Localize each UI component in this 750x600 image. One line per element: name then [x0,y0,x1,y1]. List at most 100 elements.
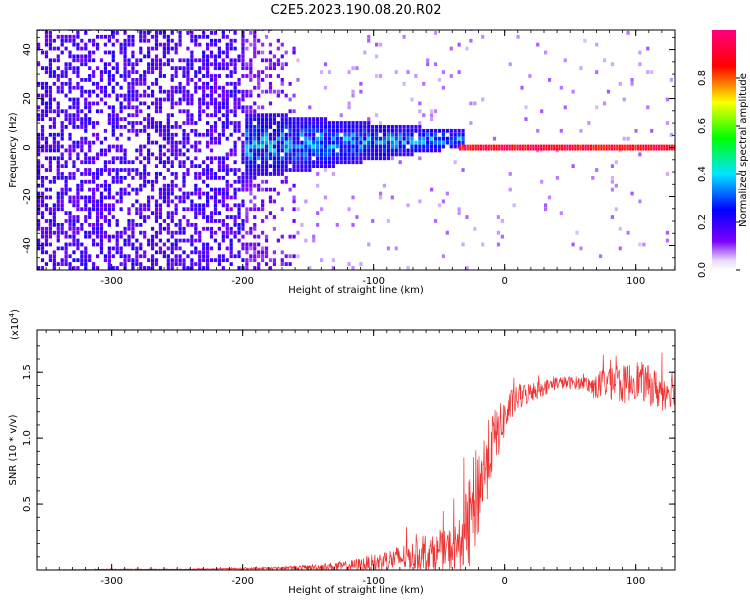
heatmap-cell [367,128,371,133]
heatmap-cell [162,46,166,51]
heatmap-cell [610,215,615,219]
heatmap-cell [272,121,277,125]
heatmap-cell [233,148,237,153]
heatmap-cell [245,152,249,157]
heatmap-cell [245,211,249,216]
heatmap-cell [103,152,108,157]
heatmap-cell [665,97,670,102]
heatmap-cell [84,230,88,235]
heatmap-cell [410,152,414,157]
heatmap-cell [60,70,64,74]
heatmap-cell [198,66,202,71]
heatmap-cell [331,144,335,149]
heatmap-cell [465,266,469,270]
heatmap-cell [245,175,249,180]
heatmap-cell [319,144,324,149]
heatmap-cell [88,230,92,235]
heatmap-cell [253,152,257,157]
heatmap-cell [229,148,233,153]
heatmap-cell [284,62,288,67]
heatmap-cell [72,54,76,59]
heatmap-cell [37,46,41,51]
heatmap-cell [40,195,45,200]
heatmap-cell [162,62,166,67]
heatmap-cell [209,195,214,200]
heatmap-cell [335,140,339,145]
heatmap-cell [418,148,422,153]
heatmap-cell [374,42,379,47]
heatmap-cell [441,136,446,141]
heatmap-cell [147,160,151,165]
heatmap-cell [174,242,178,247]
heatmap-cell [88,144,92,149]
heatmap-cell [253,85,257,90]
heatmap-cell [194,156,198,161]
heatmap-cell [186,109,190,114]
heatmap-cell [457,140,461,145]
heatmap-cell [257,168,261,172]
heatmap-cell [150,34,155,39]
heatmap-cell [276,148,280,153]
heatmap-cell [84,199,88,204]
heatmap-cell [233,152,237,157]
heatmap-cell [202,172,206,176]
heatmap-cell [225,50,229,55]
heatmap-cell [449,144,453,149]
heatmap-cell [174,203,178,208]
heatmap-cell [430,128,434,133]
heatmap-cell [233,215,237,219]
heatmap-cell [339,140,343,145]
heatmap-cell [115,250,119,255]
heatmap-cell [103,160,108,165]
heatmap-cell [213,54,218,59]
heatmap-cell [186,74,190,78]
heatmap-cell [284,152,288,157]
heatmap-cell [162,89,166,94]
heatmap-cell [221,105,225,110]
heatmap-cell [540,109,544,114]
heatmap-cell [378,128,383,133]
heatmap-cell [135,191,139,196]
heatmap-cell [92,140,96,145]
heatmap-cell [213,187,218,192]
heatmap-cell [402,136,406,141]
heatmap-cell [209,219,214,223]
heatmap-cell [237,266,241,270]
heatmap-cell [390,140,394,145]
heatmap-cell [182,109,186,114]
heatmap-cell [107,144,111,149]
heatmap-cell [37,199,41,204]
heatmap-cell [433,132,438,137]
heatmap-cell [351,140,355,145]
heatmap-cell [147,30,151,35]
heatmap-cell [268,195,273,200]
heatmap-cell [92,187,96,192]
heatmap-cell [386,219,390,223]
heatmap-cell [272,144,277,149]
heatmap-cell [60,172,64,176]
heatmap-cell [37,152,41,157]
heatmap-cell [319,258,324,263]
heatmap-cell [174,152,178,157]
heatmap-cell [123,74,127,78]
heatmap-cell [139,172,143,176]
heatmap-cell [481,242,485,247]
heatmap-cell [374,74,379,78]
heatmap-cell [48,109,52,114]
heatmap-cell [280,113,284,118]
heatmap-cell [264,262,269,266]
heatmap-cell [52,222,56,227]
heatmap-cell [119,117,123,121]
heatmap-cell [406,136,410,141]
heatmap-cell [147,66,151,71]
heatmap-cell [209,258,214,263]
heatmap-cell [99,222,104,227]
heatmap-cell [127,85,131,90]
heatmap-cell [52,140,56,145]
heatmap-cell [72,203,76,208]
heatmap-cell [229,132,233,137]
heatmap-cell [186,136,190,141]
heatmap-cell [245,183,249,188]
heatmap-cell [154,30,159,35]
heatmap-cell [209,156,214,161]
